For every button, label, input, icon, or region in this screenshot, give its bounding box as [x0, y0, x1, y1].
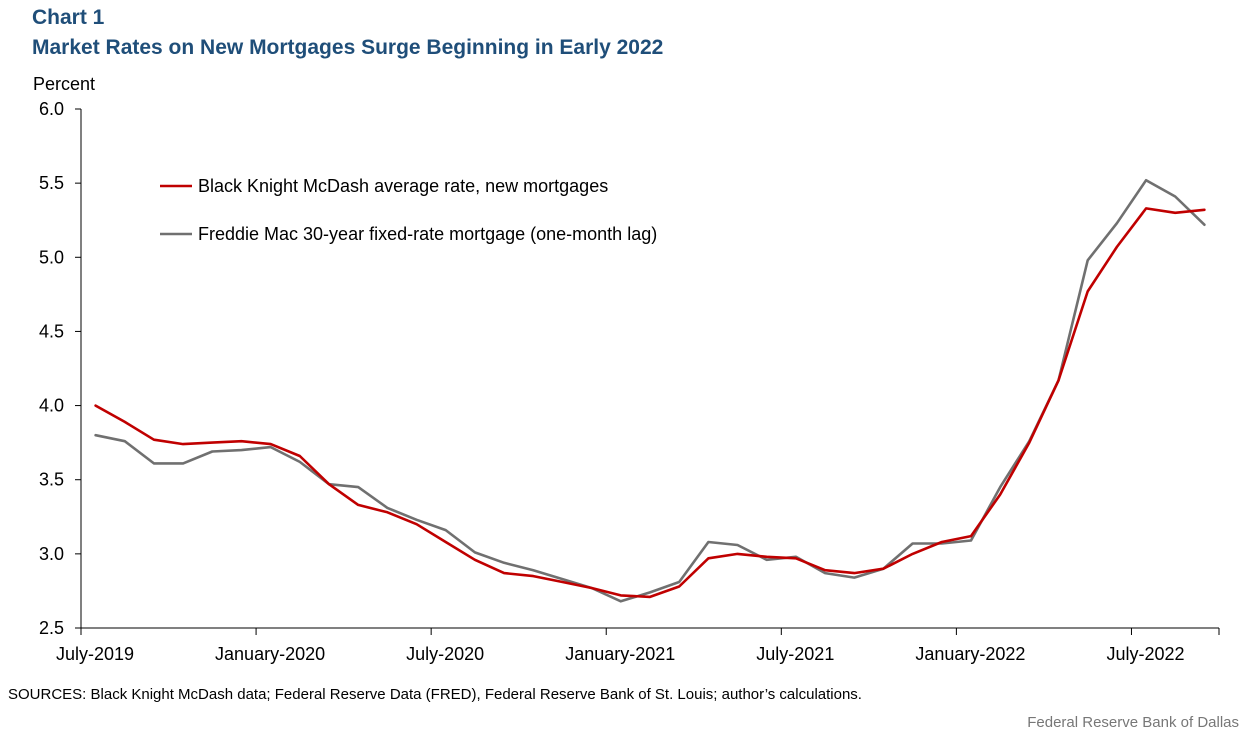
y-tick-label: 4.0 — [39, 396, 64, 416]
sources-note: SOURCES: Black Knight McDash data; Feder… — [8, 686, 862, 703]
y-tick-label: 5.5 — [39, 173, 64, 193]
x-tick-label: July-2020 — [406, 644, 484, 664]
y-tick-label: 6.0 — [39, 99, 64, 119]
series-line-black-knight — [94, 207, 1206, 599]
series-line-freddie-mac — [94, 178, 1206, 603]
x-tick-label: July-2022 — [1106, 644, 1184, 664]
chart-title: Market Rates on New Mortgages Surge Begi… — [32, 36, 664, 59]
legend-label: Black Knight McDash average rate, new mo… — [198, 176, 608, 196]
y-tick-label: 3.5 — [39, 470, 64, 490]
y-tick-label: 2.5 — [39, 618, 64, 638]
x-tick-label: January-2021 — [565, 644, 675, 664]
y-tick-label: 3.0 — [39, 544, 64, 564]
y-axis-label: Percent — [33, 74, 96, 94]
x-tick-label: January-2022 — [915, 644, 1025, 664]
x-tick-label: January-2020 — [215, 644, 325, 664]
y-tick-label: 5.0 — [39, 247, 64, 267]
credit-line: Federal Reserve Bank of Dallas — [1027, 714, 1239, 731]
y-tick-label: 4.5 — [39, 321, 64, 341]
legend-label: Freddie Mac 30-year fixed-rate mortgage … — [198, 224, 657, 244]
x-tick-label: July-2019 — [56, 644, 134, 664]
chart-number: Chart 1 — [32, 6, 105, 29]
x-tick-label: July-2021 — [756, 644, 834, 664]
